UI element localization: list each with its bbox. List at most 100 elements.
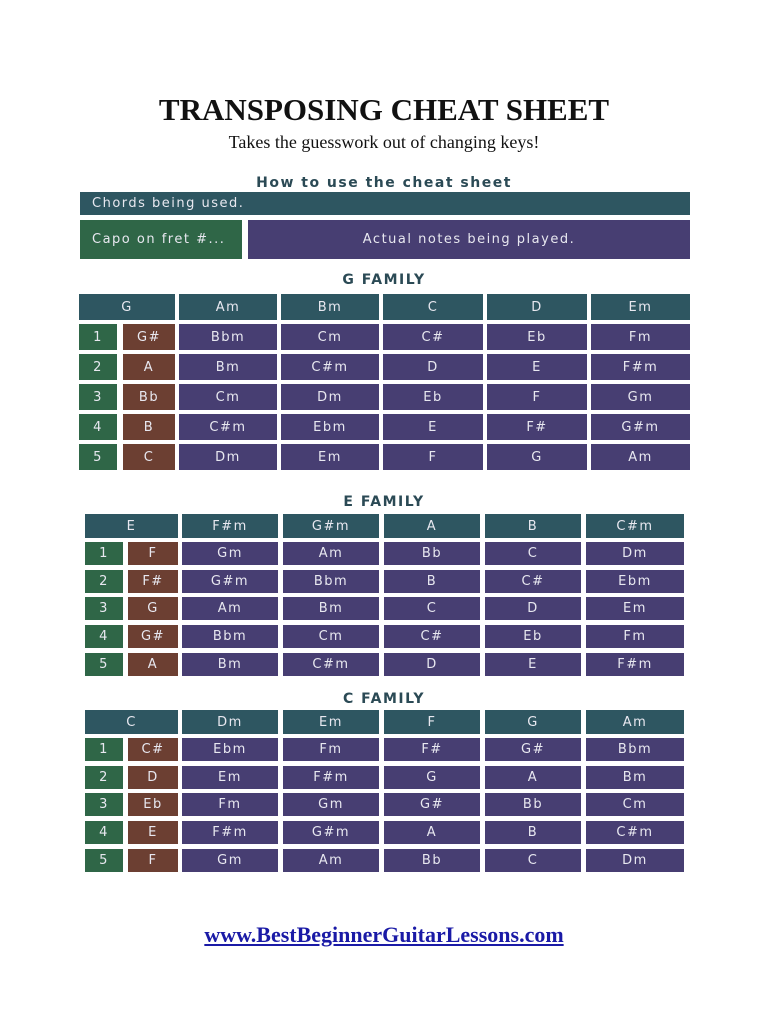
- capo-chord-cell: F#: [128, 570, 178, 593]
- actual-chord-cell: C#m: [586, 821, 684, 844]
- actual-chord-cell: E: [487, 354, 587, 380]
- actual-chord-cell: Eb: [383, 384, 483, 410]
- actual-chord-cell: F#m: [586, 653, 684, 676]
- actual-chord-cell: Bb: [485, 793, 581, 816]
- capo-chord-cell: F: [128, 542, 178, 565]
- capo-chord-cell: F: [128, 849, 178, 872]
- capo-chord-cell: G#: [123, 324, 175, 350]
- actual-chord-cell: Em: [281, 444, 379, 470]
- capo-fret-cell: 1: [85, 738, 123, 761]
- actual-chord-cell: Gm: [182, 542, 278, 565]
- actual-chord-cell: Ebm: [586, 570, 684, 593]
- capo-fret-cell: 4: [85, 625, 123, 648]
- actual-chord-cell: D: [383, 354, 483, 380]
- actual-chord-cell: F#m: [591, 354, 690, 380]
- actual-chord-cell: E: [383, 414, 483, 440]
- actual-chord-cell: Cm: [281, 324, 379, 350]
- capo-fret-cell: 2: [79, 354, 117, 380]
- capo-fret-cell: 4: [79, 414, 117, 440]
- actual-chord-cell: Bm: [586, 766, 684, 789]
- capo-chord-cell: C#: [128, 738, 178, 761]
- actual-chord-cell: Bbm: [283, 570, 379, 593]
- header-cell: B: [485, 514, 581, 538]
- family-heading: E FAMILY: [343, 494, 425, 510]
- actual-chord-cell: Fm: [182, 793, 278, 816]
- legend-actual-notes: Actual notes being played.: [248, 220, 690, 259]
- actual-chord-cell: Am: [591, 444, 690, 470]
- capo-chord-cell: Eb: [128, 793, 178, 816]
- capo-chord-cell: E: [128, 821, 178, 844]
- header-cell: Bm: [281, 294, 379, 320]
- actual-chord-cell: G: [487, 444, 587, 470]
- actual-chord-cell: Bb: [384, 849, 480, 872]
- header-cell: G: [79, 294, 175, 320]
- website-link[interactable]: www.BestBeginnerGuitarLessons.com: [204, 922, 564, 947]
- capo-chord-cell: G: [128, 597, 178, 620]
- actual-chord-cell: Em: [182, 766, 278, 789]
- actual-chord-cell: Em: [586, 597, 684, 620]
- actual-chord-cell: Dm: [281, 384, 379, 410]
- actual-chord-cell: C#m: [281, 354, 379, 380]
- actual-chord-cell: Bm: [179, 354, 277, 380]
- actual-chord-cell: Am: [283, 849, 379, 872]
- capo-fret-cell: 3: [85, 597, 123, 620]
- actual-chord-cell: F#m: [182, 821, 278, 844]
- actual-chord-cell: Am: [283, 542, 379, 565]
- actual-chord-cell: G#: [384, 793, 480, 816]
- capo-fret-cell: 5: [85, 849, 123, 872]
- header-cell: F: [384, 710, 480, 734]
- actual-chord-cell: F: [487, 384, 587, 410]
- actual-chord-cell: Bbm: [586, 738, 684, 761]
- actual-chord-cell: B: [384, 570, 480, 593]
- actual-chord-cell: C: [485, 849, 581, 872]
- actual-chord-cell: B: [485, 821, 581, 844]
- capo-fret-cell: 5: [85, 653, 123, 676]
- family-heading: G FAMILY: [342, 272, 426, 288]
- actual-chord-cell: C#: [485, 570, 581, 593]
- header-cell: D: [487, 294, 587, 320]
- header-cell: C: [85, 710, 178, 734]
- header-cell: Am: [586, 710, 684, 734]
- actual-chord-cell: Dm: [586, 542, 684, 565]
- header-cell: C#m: [586, 514, 684, 538]
- actual-chord-cell: Cm: [586, 793, 684, 816]
- actual-chord-cell: D: [384, 653, 480, 676]
- actual-chord-cell: C#m: [283, 653, 379, 676]
- capo-fret-cell: 2: [85, 766, 123, 789]
- capo-chord-cell: A: [128, 653, 178, 676]
- header-cell: F#m: [182, 514, 278, 538]
- capo-chord-cell: D: [128, 766, 178, 789]
- actual-chord-cell: Bm: [182, 653, 278, 676]
- legend-capo: Capo on fret #...: [80, 220, 242, 259]
- actual-chord-cell: Bbm: [182, 625, 278, 648]
- actual-chord-cell: Dm: [179, 444, 277, 470]
- actual-chord-cell: D: [485, 597, 581, 620]
- actual-chord-cell: G: [384, 766, 480, 789]
- capo-fret-cell: 1: [85, 542, 123, 565]
- actual-chord-cell: A: [384, 821, 480, 844]
- legend-heading: How to use the cheat sheet: [256, 175, 512, 191]
- capo-fret-cell: 2: [85, 570, 123, 593]
- capo-chord-cell: A: [123, 354, 175, 380]
- actual-chord-cell: C#: [383, 324, 483, 350]
- actual-chord-cell: G#m: [591, 414, 690, 440]
- family-heading: C FAMILY: [343, 691, 425, 707]
- actual-chord-cell: Fm: [283, 738, 379, 761]
- actual-chord-cell: Bb: [384, 542, 480, 565]
- actual-chord-cell: Cm: [283, 625, 379, 648]
- legend-chords-used: Chords being used.: [80, 192, 690, 215]
- capo-fret-cell: 3: [85, 793, 123, 816]
- actual-chord-cell: Eb: [487, 324, 587, 350]
- header-cell: C: [383, 294, 483, 320]
- actual-chord-cell: F#: [384, 738, 480, 761]
- header-cell: G: [485, 710, 581, 734]
- actual-chord-cell: G#m: [283, 821, 379, 844]
- actual-chord-cell: A: [485, 766, 581, 789]
- actual-chord-cell: G#m: [182, 570, 278, 593]
- actual-chord-cell: C: [384, 597, 480, 620]
- capo-chord-cell: Bb: [123, 384, 175, 410]
- footer: www.BestBeginnerGuitarLessons.com: [0, 922, 768, 948]
- actual-chord-cell: F#: [487, 414, 587, 440]
- actual-chord-cell: Ebm: [281, 414, 379, 440]
- header-cell: Am: [179, 294, 277, 320]
